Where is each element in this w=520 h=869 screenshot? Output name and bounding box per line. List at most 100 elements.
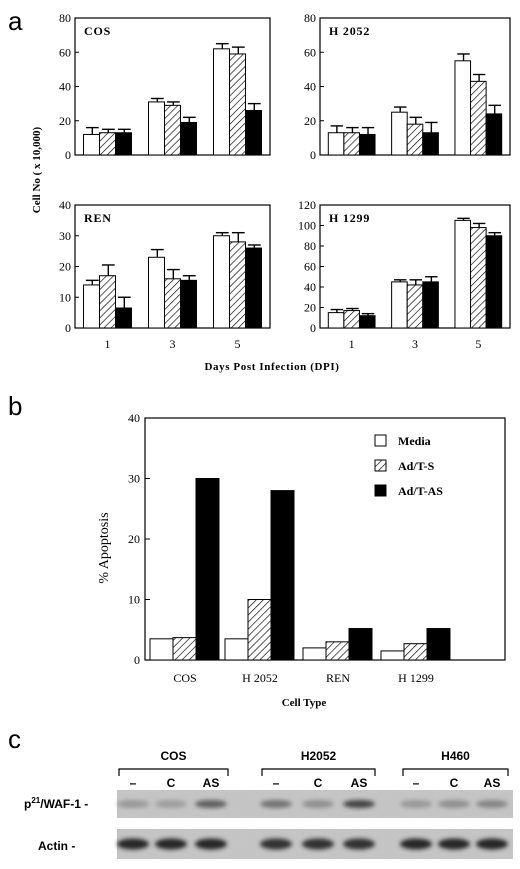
bar bbox=[213, 235, 231, 329]
x-tick-label: 5 bbox=[475, 337, 481, 351]
bar bbox=[224, 638, 249, 661]
y-tick-label: 10 bbox=[128, 593, 140, 607]
bar bbox=[422, 281, 439, 329]
bar bbox=[114, 132, 132, 156]
band bbox=[117, 800, 149, 808]
y-tick-label: 60 bbox=[304, 260, 316, 274]
bar bbox=[422, 132, 439, 156]
x-tick-label: 1 bbox=[349, 337, 355, 351]
bar bbox=[149, 638, 174, 661]
panel-label-a: a bbox=[8, 6, 23, 36]
y-tick-label: 0 bbox=[310, 148, 316, 162]
x-tick-label: H 1299 bbox=[398, 671, 434, 685]
bar bbox=[391, 281, 408, 329]
band bbox=[438, 838, 470, 850]
x-tick-label: 1 bbox=[105, 337, 111, 351]
lane-group-bracket bbox=[402, 768, 509, 776]
panel-a-x-axis-label: Days Post Infection (DPI) bbox=[204, 361, 339, 373]
y-tick-label: 0 bbox=[65, 321, 71, 335]
y-tick-label: 80 bbox=[304, 239, 316, 253]
bar bbox=[470, 80, 487, 156]
bar bbox=[244, 109, 262, 156]
y-tick-label: 30 bbox=[59, 229, 71, 243]
bar bbox=[485, 235, 503, 329]
y-tick-label: 30 bbox=[128, 472, 140, 486]
lane-label: C bbox=[450, 776, 459, 790]
bar bbox=[325, 641, 350, 661]
y-tick-label: 80 bbox=[304, 11, 316, 25]
legend-label: Media bbox=[398, 434, 431, 448]
y-tick-label: 20 bbox=[59, 114, 71, 128]
bar bbox=[348, 628, 373, 661]
small-chart-1: 0 20 40 60 80 COS bbox=[59, 11, 271, 162]
chart-title: REN bbox=[84, 211, 112, 225]
legend-swatch bbox=[374, 484, 387, 497]
legend-swatch bbox=[374, 459, 387, 472]
bar bbox=[179, 121, 197, 156]
bar bbox=[247, 599, 272, 661]
band bbox=[476, 800, 508, 808]
band bbox=[343, 838, 375, 850]
bar bbox=[406, 284, 424, 329]
bar bbox=[99, 275, 116, 329]
bar bbox=[270, 490, 295, 661]
y-tick-label: 0 bbox=[65, 148, 71, 162]
lane-label: – bbox=[130, 776, 137, 790]
y-tick-label: 40 bbox=[59, 80, 71, 94]
bar bbox=[302, 647, 327, 661]
bar bbox=[327, 312, 345, 329]
bar bbox=[164, 104, 181, 156]
bar bbox=[454, 219, 472, 329]
band bbox=[302, 800, 334, 808]
bar bbox=[343, 132, 360, 156]
bar bbox=[229, 241, 246, 329]
y-tick-label: 100 bbox=[298, 219, 316, 233]
bar bbox=[83, 133, 101, 156]
bar bbox=[406, 123, 424, 156]
y-tick-label: 20 bbox=[304, 114, 316, 128]
legend-label: Ad/T-AS bbox=[398, 484, 443, 498]
y-tick-label: 120 bbox=[298, 198, 316, 212]
lane-group-bracket bbox=[118, 768, 229, 776]
panel-b-y-axis-label: % Apoptosis bbox=[97, 512, 112, 583]
x-tick-label: 3 bbox=[412, 337, 418, 351]
y-tick-label: 60 bbox=[59, 45, 71, 59]
chart-title: COS bbox=[84, 24, 111, 38]
bar bbox=[343, 310, 360, 329]
panel-b-x-axis-label: Cell Type bbox=[282, 697, 327, 709]
panel-label-b: b bbox=[8, 391, 22, 421]
y-tick-label: 40 bbox=[304, 80, 316, 94]
lane-label: AS bbox=[351, 776, 368, 790]
y-tick-label: 40 bbox=[304, 280, 316, 294]
y-tick-label: 40 bbox=[59, 198, 71, 212]
lane-label: C bbox=[167, 776, 176, 790]
bar bbox=[244, 247, 262, 329]
lane-group-label: COS bbox=[160, 749, 186, 763]
band bbox=[400, 838, 432, 850]
band bbox=[117, 838, 149, 850]
p21-row-label: p21/WAF-1 - bbox=[24, 796, 88, 811]
x-tick-label: 5 bbox=[235, 337, 241, 351]
small-chart-2: 0 20 40 60 80 H 2052 bbox=[304, 11, 511, 162]
band bbox=[400, 800, 432, 808]
y-tick-label: 0 bbox=[310, 321, 316, 335]
apoptosis-chart: 0 10 20 30 40 COS H 2052 REN H 1299 Media Ad/T-S Ad… bbox=[128, 411, 506, 685]
bar bbox=[213, 48, 231, 156]
y-tick-label: 20 bbox=[59, 260, 71, 274]
lane-group-label: H2052 bbox=[301, 749, 337, 763]
band bbox=[260, 800, 292, 808]
bar bbox=[358, 133, 376, 156]
chart-title: H 2052 bbox=[329, 24, 370, 38]
lane-group-label: H460 bbox=[441, 749, 470, 763]
bar bbox=[426, 628, 451, 661]
bar bbox=[99, 132, 116, 156]
legend: Media Ad/T-S Ad/T-AS bbox=[374, 434, 443, 498]
y-tick-label: 40 bbox=[128, 411, 140, 425]
row-label-prefix: p bbox=[24, 797, 31, 811]
y-tick-label: 20 bbox=[304, 301, 316, 315]
bar bbox=[485, 113, 503, 156]
band bbox=[438, 800, 470, 808]
panel-a-y-axis-label: Cell No ( x 10,000) bbox=[31, 126, 43, 213]
x-tick-label: COS bbox=[173, 671, 196, 685]
